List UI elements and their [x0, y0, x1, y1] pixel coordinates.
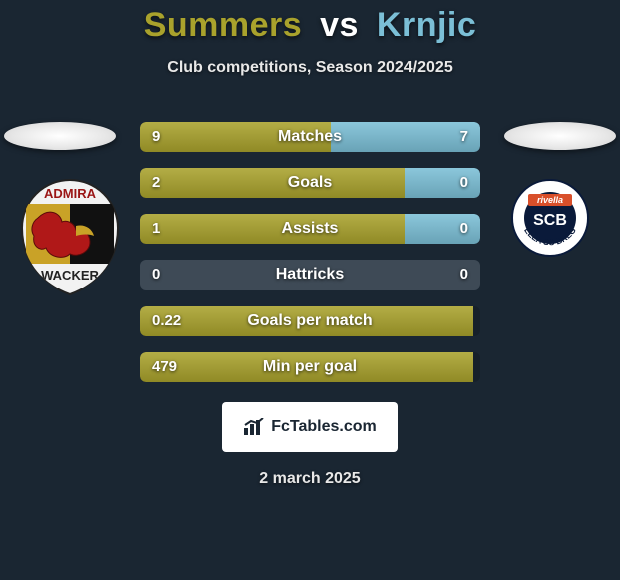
stat-value-left: 0 — [152, 260, 160, 290]
stat-bar-right — [331, 122, 480, 152]
stat-bar-left — [140, 306, 473, 336]
stat-row: 97Matches — [140, 122, 480, 152]
stat-row: 0 0Hattricks — [140, 260, 480, 290]
stat-bar-left — [140, 214, 405, 244]
badge-left-top-text: ADMIRA — [44, 186, 97, 201]
attribution-text: FcTables.com — [271, 418, 377, 436]
player2-name: Krnjic — [377, 6, 476, 44]
vs-text: vs — [320, 6, 359, 44]
stat-row: 20Goals — [140, 168, 480, 198]
player2-platform — [504, 122, 616, 150]
attribution-badge[interactable]: FcTables.com — [222, 402, 398, 452]
stat-bar-left — [140, 122, 331, 152]
stat-row: 0.22Goals per match — [140, 306, 480, 336]
badge-left-bottom-text: WACKER — [41, 268, 99, 283]
badge-right-banner: rivella — [537, 195, 563, 205]
team-badge-right: SCB rivella ELLA SC BREG — [510, 178, 590, 258]
stat-value-right: 0 — [460, 260, 468, 290]
date-text: 2 march 2025 — [0, 470, 620, 488]
stat-bar-left — [140, 168, 405, 198]
stat-bar-left — [140, 352, 473, 382]
badge-right-initials: SCB — [533, 212, 567, 229]
page-title: Summers vs Krnjic — [0, 0, 620, 45]
chart-icon — [243, 418, 265, 436]
stats-column: 97Matches 20Goals 10Assists 0 0Hattricks 0.22… — [140, 122, 480, 398]
player1-platform — [4, 122, 116, 150]
stat-row: 479Min per goal — [140, 352, 480, 382]
subtitle: Club competitions, Season 2024/2025 — [0, 59, 620, 77]
stat-bar-right — [405, 168, 480, 198]
team-badge-left: ADMIRA WACKER — [20, 178, 120, 296]
player1-name: Summers — [144, 6, 302, 44]
stat-row: 10Assists — [140, 214, 480, 244]
stat-label: Hattricks — [140, 260, 480, 290]
stat-bar-right — [405, 214, 480, 244]
